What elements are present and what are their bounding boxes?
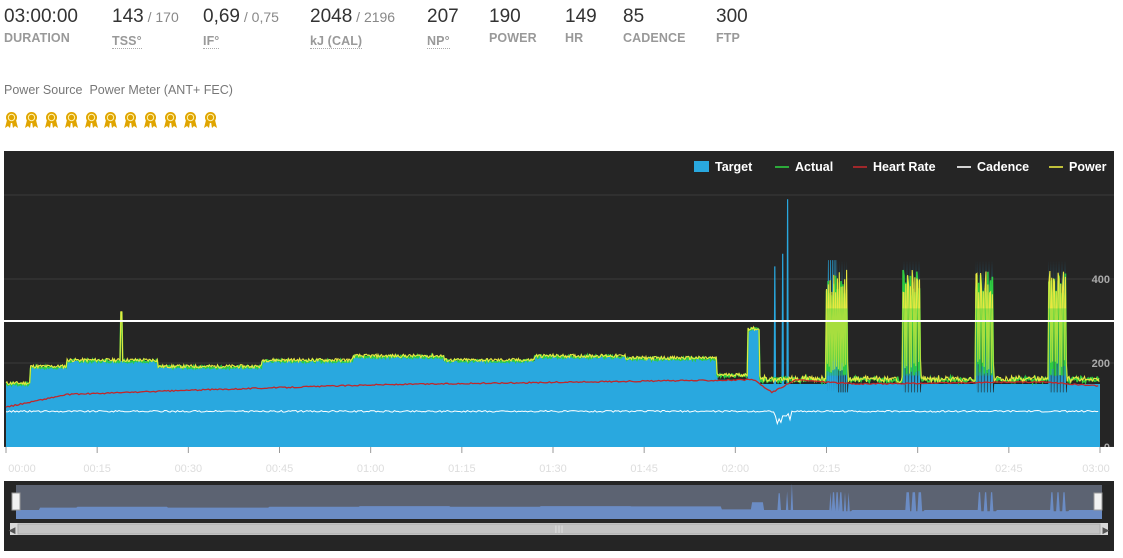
metric-value: 0,69 / 0,75 [203,6,279,27]
power-source: Power Source Power Meter (ANT+ FEC) [4,83,233,97]
x-tick-label: 02:30 [904,463,932,475]
y-tick-label: 200 [1092,358,1110,370]
metric-cadence: 85 CADENCE [623,6,686,45]
metric-hr: 149 HR [565,6,597,45]
metric-label: HR [565,31,584,45]
navigator-series [16,483,1102,519]
y-tick-label: 400 [1092,274,1110,286]
metric-power: 190 POWER [489,6,537,45]
metric-value: 300 [716,6,748,27]
x-tick-label: 01:30 [539,463,567,475]
award-medal-icon [184,112,198,128]
x-tick-label: 03:00 [1082,463,1110,475]
metric-label[interactable]: NP° [427,34,450,49]
scroll-right-arrow-icon[interactable]: ▶ [1103,525,1110,535]
metric-value: 190 [489,6,521,27]
award-medal-icon [44,112,58,128]
metric-target: / 0,75 [239,9,279,25]
legend-label: Power [1069,160,1107,174]
navigator-handle-right[interactable] [1093,492,1103,511]
scrollbar-thumb[interactable] [17,523,1101,535]
x-tick-label: 01:00 [357,463,385,475]
target-area [6,199,1100,447]
heart-rate-line [5,378,1099,408]
award-medal-icon [164,112,178,128]
navigator-handle-left[interactable] [11,492,21,511]
power-source-label: Power Source [4,83,83,97]
metric-value: 85 [623,6,645,27]
legend-swatch [694,161,709,172]
x-tick-label: 02:00 [722,463,750,475]
award-medal-icon [124,112,138,128]
cadence-line [5,409,1099,426]
legend-label: Cadence [977,160,1029,174]
metric-label[interactable]: TSS° [112,34,142,49]
award-medal-icon [104,112,118,128]
award-medal-icon [5,112,18,128]
x-tick-label: 01:45 [630,463,658,475]
medal-row [4,111,223,131]
x-tick-label: 00:30 [175,463,203,475]
legend-item-heart-rate: Heart Rate [853,160,936,174]
x-tick-label: 02:15 [813,463,841,475]
metric-tss: 143 / 170 TSS° [112,6,179,49]
metric-value: 2048 / 2196 [310,6,396,27]
metric-ftp: 300 FTP [716,6,748,45]
metric-np: 207 NP° [427,6,459,49]
award-medal-icon [203,112,217,128]
scrollbar-grip-icon: III [554,524,563,536]
interval-fill [975,308,994,376]
award-medal-icon [144,112,158,128]
metric-target: / 170 [143,9,179,25]
metric-label: POWER [489,31,537,45]
metric-value: 03:00:00 [4,6,78,27]
legend-item-power: Power [1049,160,1107,174]
x-tick-label: 00:00 [8,463,36,475]
metric-kj-cal: 2048 / 2196 kJ (CAL) [310,6,395,49]
metric-label[interactable]: IF° [203,34,220,49]
legend-item-target: Target [694,160,753,174]
award-medal-icon [64,112,78,128]
legend-label: Actual [795,160,833,174]
metric-value: 143 / 170 [112,6,179,27]
metric-label: DURATION [4,31,70,45]
interval-fill [1048,308,1067,376]
metric-value: 149 [565,6,597,27]
award-medal-icon [24,112,38,128]
metric-label: CADENCE [623,31,686,45]
legend-label: Target [715,160,753,174]
award-medal-icon [84,112,98,128]
metric-value: 207 [427,6,459,27]
metric-label: FTP [716,31,740,45]
x-tick-label: 00:45 [266,463,294,475]
x-axis-band [4,447,1114,481]
metric-duration: 03:00:00 DURATION [4,6,78,45]
power-source-value: Power Meter (ANT+ FEC) [89,83,233,97]
legend-item-cadence: Cadence [957,160,1029,174]
metric-if: 0,69 / 0,75 IF° [203,6,279,49]
legend-label: Heart Rate [873,160,936,174]
scroll-left-arrow-icon[interactable]: ◀ [9,525,16,535]
interval-fill [826,308,848,376]
x-tick-label: 02:45 [995,463,1023,475]
workout-chart: 4002000TargetActualHeart RateCadencePowe… [4,151,1114,551]
x-tick-label: 00:15 [83,463,111,475]
legend-item-actual: Actual [775,160,833,174]
x-tick-label: 01:15 [448,463,476,475]
interval-fill [902,308,921,376]
metric-label[interactable]: kJ (CAL) [310,34,363,49]
metric-target: / 2196 [352,9,396,25]
power-line [5,269,1100,386]
